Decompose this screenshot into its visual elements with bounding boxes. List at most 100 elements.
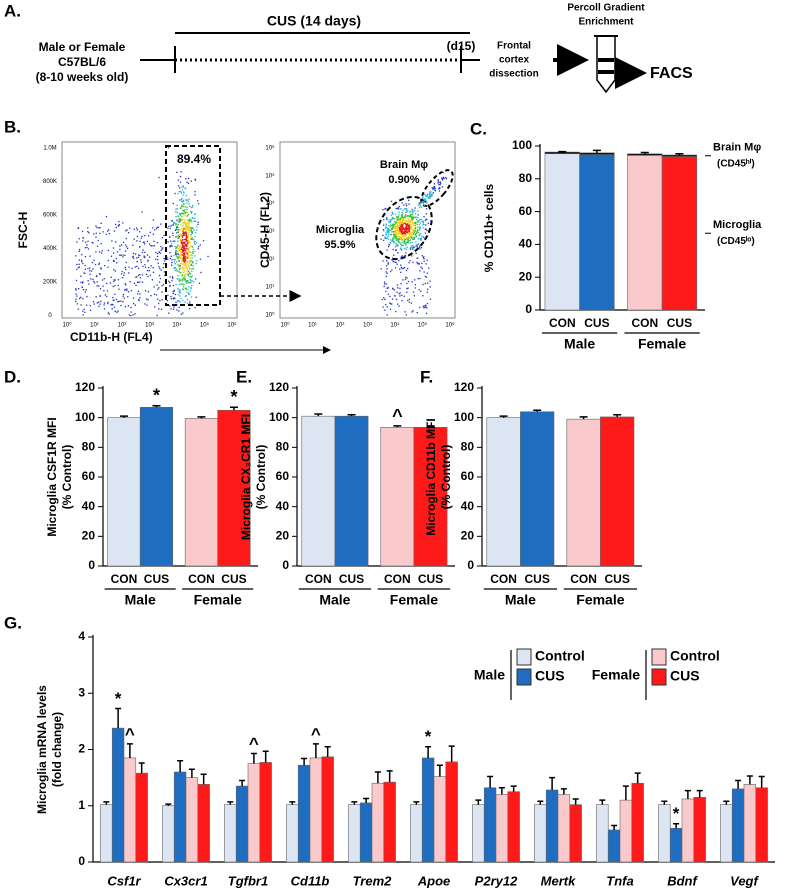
event-dot bbox=[401, 214, 403, 217]
event-dot bbox=[190, 264, 192, 266]
event-dot bbox=[174, 229, 177, 231]
event-dot bbox=[417, 231, 420, 234]
bar bbox=[309, 757, 323, 863]
group-label: Female bbox=[576, 592, 624, 608]
event-dot bbox=[429, 286, 431, 288]
event-dot bbox=[175, 227, 178, 229]
event-dot bbox=[427, 282, 429, 284]
event-dot bbox=[107, 259, 109, 262]
error-bar bbox=[239, 779, 246, 787]
event-dot bbox=[181, 254, 183, 256]
event-dot bbox=[395, 223, 397, 225]
event-dot bbox=[171, 276, 174, 278]
event-dot bbox=[412, 310, 414, 312]
x-tick-label: CUS bbox=[144, 572, 169, 586]
event-dot bbox=[136, 240, 138, 242]
protocol-text: CUS (14 days) bbox=[267, 13, 361, 29]
error-bar bbox=[347, 413, 356, 417]
event-dot bbox=[389, 221, 392, 223]
event-dot bbox=[115, 241, 117, 243]
event-dot bbox=[138, 299, 140, 302]
event-dot bbox=[190, 276, 192, 278]
event-dot bbox=[398, 231, 401, 233]
event-dot bbox=[177, 179, 179, 181]
event-dot bbox=[176, 256, 178, 258]
event-dot bbox=[194, 178, 196, 180]
event-dot bbox=[86, 304, 88, 306]
event-dot bbox=[423, 305, 425, 307]
bar bbox=[197, 784, 210, 863]
event-dot bbox=[94, 263, 97, 266]
event-dot bbox=[410, 234, 412, 236]
event-dot bbox=[395, 229, 397, 232]
event-dot bbox=[194, 217, 196, 219]
event-dot bbox=[391, 231, 393, 233]
event-dot bbox=[399, 292, 401, 294]
error-bar bbox=[510, 785, 517, 792]
event-dot bbox=[178, 221, 180, 223]
event-dot bbox=[139, 231, 141, 233]
event-dot bbox=[391, 240, 393, 243]
event-dot bbox=[426, 291, 428, 293]
event-dot bbox=[411, 217, 413, 219]
gate bbox=[165, 145, 221, 306]
event-dot bbox=[395, 237, 397, 239]
event-dot bbox=[179, 240, 182, 242]
event-dot bbox=[424, 228, 426, 230]
event-dot bbox=[76, 268, 78, 271]
event-dot bbox=[160, 308, 163, 310]
event-dot bbox=[169, 257, 171, 259]
event-dot bbox=[184, 187, 186, 189]
event-dot bbox=[403, 248, 406, 250]
event-dot bbox=[409, 260, 411, 262]
event-dot bbox=[410, 232, 413, 234]
event-dot bbox=[415, 235, 417, 237]
event-dot bbox=[412, 248, 414, 250]
event-dot bbox=[413, 222, 416, 224]
event-dot bbox=[191, 268, 193, 270]
event-dot bbox=[123, 241, 125, 243]
event-dot bbox=[407, 280, 410, 283]
event-dot bbox=[401, 223, 403, 225]
event-dot bbox=[425, 276, 428, 278]
error-bar bbox=[229, 406, 238, 411]
event-dot bbox=[392, 227, 395, 229]
event-dot bbox=[182, 256, 185, 258]
event-dot bbox=[182, 244, 184, 246]
y-axis-label: Microglia mRNA levels bbox=[35, 685, 49, 814]
event-dot bbox=[119, 248, 121, 251]
event-dot bbox=[159, 267, 161, 270]
event-dot bbox=[177, 215, 179, 217]
event-dot bbox=[173, 259, 175, 261]
event-dot bbox=[397, 229, 399, 231]
event-dot bbox=[122, 295, 124, 297]
event-dot bbox=[388, 244, 391, 246]
significance-mark: ^ bbox=[392, 406, 403, 426]
event-dot bbox=[400, 249, 403, 251]
event-dot bbox=[82, 262, 84, 265]
event-dot bbox=[411, 223, 413, 225]
event-dot bbox=[191, 238, 193, 240]
bar bbox=[139, 406, 174, 567]
event-dot bbox=[84, 247, 86, 249]
event-dot bbox=[96, 285, 98, 287]
event-dot bbox=[429, 191, 431, 193]
event-dot bbox=[98, 262, 100, 264]
panel-label: D. bbox=[4, 367, 21, 386]
event-dot bbox=[98, 285, 100, 287]
event-dot bbox=[179, 263, 181, 265]
event-dot bbox=[99, 295, 101, 297]
x-tick-label: Cd11b bbox=[291, 873, 330, 888]
event-dot bbox=[424, 282, 426, 285]
event-dot bbox=[176, 261, 178, 263]
event-dot bbox=[396, 216, 398, 219]
event-dot bbox=[401, 229, 403, 231]
error-bar bbox=[696, 789, 703, 798]
strain-text: (8-10 weeks old) bbox=[36, 70, 129, 84]
event-dot bbox=[408, 239, 410, 241]
event-dot bbox=[400, 236, 402, 238]
event-dot bbox=[183, 247, 186, 249]
event-dot bbox=[405, 276, 407, 278]
tick-label: 10³ bbox=[145, 323, 154, 329]
bar bbox=[755, 787, 768, 863]
